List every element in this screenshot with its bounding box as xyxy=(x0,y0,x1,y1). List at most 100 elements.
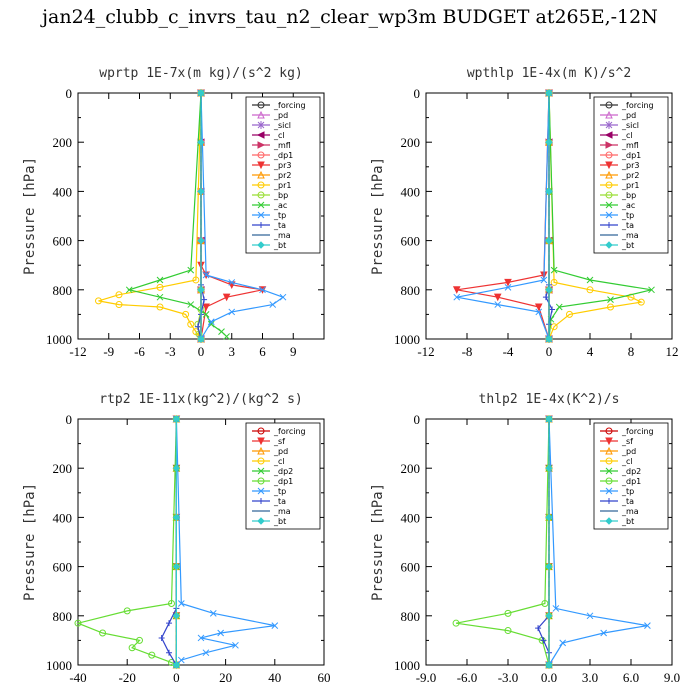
legend-label: _cl xyxy=(273,457,285,466)
y-axis-label: Pressure [hPa] xyxy=(22,483,38,601)
point-marker xyxy=(197,236,205,245)
point-marker xyxy=(187,320,195,328)
point-marker xyxy=(172,612,181,620)
series-line xyxy=(175,418,275,666)
y-tick-label: 200 xyxy=(53,461,73,476)
x-tick-label: -40 xyxy=(69,670,86,685)
x-tick-label: 6 xyxy=(259,344,266,359)
point-marker xyxy=(187,301,195,308)
point-marker xyxy=(540,637,547,644)
legend-label: _ma xyxy=(621,231,639,240)
point-marker xyxy=(605,170,613,179)
point-marker xyxy=(606,498,612,504)
point-marker xyxy=(202,311,210,318)
point-marker xyxy=(123,607,131,615)
series-dp1 xyxy=(452,415,553,669)
x-tick-label: 0.0 xyxy=(541,670,557,685)
point-marker xyxy=(202,303,210,312)
y-tick-label: 800 xyxy=(53,609,73,624)
point-marker xyxy=(257,477,265,485)
point-marker xyxy=(115,301,123,309)
x-tick-label: -9 xyxy=(103,344,114,359)
point-marker xyxy=(605,467,613,475)
legend-label: _pd xyxy=(273,111,288,120)
x-tick-label: 6.0 xyxy=(623,670,639,685)
point-marker xyxy=(550,278,558,286)
x-tick-label: 12 xyxy=(666,344,679,359)
legend-label: _tp xyxy=(273,487,286,496)
legend-label: _cl xyxy=(621,131,633,140)
panel-title: wprtp 1E-7x(m kg)/(s^2 kg) xyxy=(99,66,303,81)
y-tick-label: 800 xyxy=(53,283,73,298)
x-tick-label: 20 xyxy=(219,670,232,685)
y-tick-label: 600 xyxy=(53,234,73,249)
series-bt xyxy=(197,89,205,343)
point-marker xyxy=(504,283,512,291)
point-marker xyxy=(605,241,613,249)
point-marker xyxy=(605,487,613,495)
point-marker xyxy=(545,415,553,423)
legend-label: _forcing xyxy=(621,427,654,436)
point-marker xyxy=(552,605,560,612)
legend-label: _forcing xyxy=(621,101,654,110)
point-marker xyxy=(600,629,608,637)
legend-label: _ac xyxy=(273,201,287,210)
point-marker xyxy=(605,211,613,219)
x-tick-label: 40 xyxy=(268,670,281,685)
series-bt xyxy=(545,415,553,669)
point-marker xyxy=(257,201,265,209)
y-tick-label: 1000 xyxy=(394,332,420,347)
point-marker xyxy=(607,303,614,311)
x-tick-label: 9.0 xyxy=(664,670,680,685)
legend-label: _dp2 xyxy=(273,467,293,476)
series-bt xyxy=(545,89,553,343)
point-marker xyxy=(542,294,549,301)
series-tp xyxy=(453,89,553,343)
point-marker xyxy=(156,293,164,301)
point-marker xyxy=(545,236,553,245)
point-marker xyxy=(172,464,181,472)
panel-title: thlp2 1E-4x(K^2)/s xyxy=(479,392,620,407)
point-marker xyxy=(257,211,265,219)
legend-label: _pd xyxy=(621,111,636,120)
point-marker xyxy=(158,634,165,641)
point-marker xyxy=(257,121,265,129)
legend: _forcing_pd_sicl_cl_mfl_dp1_pr3_pr2_pr1_… xyxy=(245,96,321,254)
panel-3: rtp2 1E-11x(kg^2)/(kg^2 s) Pressure [hPa]… xyxy=(22,392,331,685)
y-tick-label: 400 xyxy=(401,510,421,525)
y-axis-label: Pressure [hPa] xyxy=(370,157,386,275)
point-marker xyxy=(115,291,123,299)
point-marker xyxy=(197,187,205,196)
point-marker xyxy=(606,222,612,228)
panel-title: wpthlp 1E-4x(m K)/s^2 xyxy=(467,66,631,81)
point-marker xyxy=(257,467,265,475)
legend-label: _forcing xyxy=(273,101,306,110)
series-line xyxy=(456,92,550,340)
point-marker xyxy=(257,141,266,149)
series-line xyxy=(127,92,228,337)
point-marker xyxy=(534,303,543,312)
x-tick-label: 4 xyxy=(587,344,594,359)
point-marker xyxy=(545,661,553,669)
legend-label: _pr2 xyxy=(273,171,291,180)
point-marker xyxy=(166,649,173,656)
point-marker xyxy=(209,609,217,617)
point-marker xyxy=(605,101,613,109)
point-marker xyxy=(586,276,594,284)
y-tick-label: 200 xyxy=(401,135,421,150)
y-tick-label: 600 xyxy=(53,560,73,575)
legend-label: _forcing xyxy=(273,427,306,436)
legend-label: _sicl xyxy=(621,121,639,130)
point-marker xyxy=(257,170,265,179)
point-marker xyxy=(541,600,549,607)
legend-label: _tp xyxy=(621,211,634,220)
point-marker xyxy=(279,293,287,301)
legend-label: _bp xyxy=(273,191,288,200)
point-marker xyxy=(187,266,195,274)
point-marker xyxy=(605,477,613,485)
point-marker xyxy=(256,131,265,139)
y-tick-label: 800 xyxy=(401,609,421,624)
y-tick-label: 200 xyxy=(401,461,421,476)
legend-label: _dp1 xyxy=(621,477,641,486)
point-marker xyxy=(555,303,563,311)
